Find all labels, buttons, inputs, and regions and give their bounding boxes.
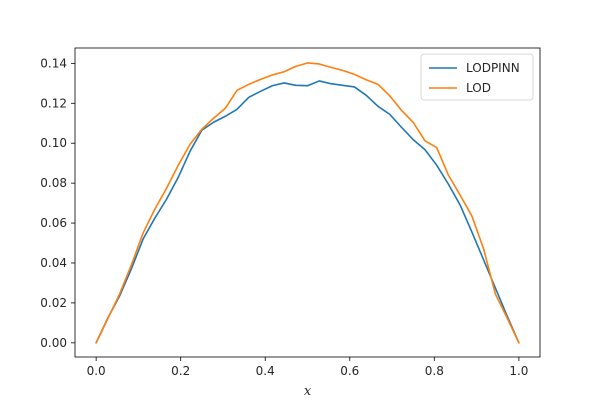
legend-label-lod: LOD: [466, 81, 491, 95]
y-tick-label: 0.04: [40, 256, 67, 270]
x-tick-label: 0.6: [340, 364, 359, 378]
x-axis-label: x: [304, 384, 312, 399]
x-tick-label: 1.0: [509, 364, 528, 378]
legend: LODPINN LOD: [420, 53, 534, 101]
series-line-lod: [95, 62, 520, 344]
axes-frame: [74, 47, 541, 358]
y-tick-label: 0.06: [40, 216, 67, 230]
y-tick-label: 0.10: [40, 136, 67, 150]
y-axis-ticks: 0.00 0.02 0.04 0.06 0.08 0.10 0.12 0.14: [40, 56, 75, 350]
x-tick-label: 0.8: [425, 364, 444, 378]
y-tick-label: 0.02: [40, 296, 67, 310]
y-tick-label: 0.14: [40, 56, 67, 70]
legend-label-lodpinn: LODPINN: [466, 61, 520, 75]
x-tick-label: 0.4: [256, 364, 275, 378]
x-axis-ticks: 0.0 0.2 0.4 0.6 0.8 1.0: [87, 357, 528, 378]
series-layer: [95, 62, 520, 344]
y-tick-label: 0.12: [40, 96, 67, 110]
x-tick-label: 0.0: [87, 364, 106, 378]
x-tick-label: 0.2: [171, 364, 190, 378]
y-tick-label: 0.00: [40, 336, 67, 350]
y-tick-label: 0.08: [40, 176, 67, 190]
series-line-lodpinn: [95, 80, 520, 344]
